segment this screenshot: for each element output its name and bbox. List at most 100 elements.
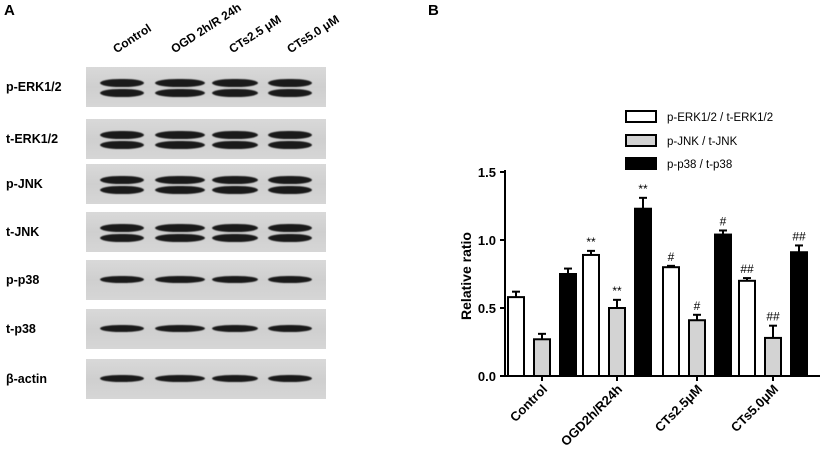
blot-strip xyxy=(86,67,326,107)
x-tick-label: OGD2h/R24h xyxy=(558,381,625,448)
blot-band xyxy=(212,89,258,97)
bar-1 xyxy=(582,253,600,378)
blot-band xyxy=(268,176,312,184)
legend-swatch xyxy=(625,157,657,170)
blot-band xyxy=(100,276,144,283)
blot-row-label: p-JNK xyxy=(6,177,43,191)
bar-3 xyxy=(634,207,652,377)
blot-band xyxy=(268,141,312,149)
blot-band xyxy=(268,224,312,232)
blot-band xyxy=(155,325,205,332)
significance-label: # xyxy=(668,250,675,264)
blot-band xyxy=(155,141,205,149)
legend-label: p-JNK / t-JNK xyxy=(667,136,738,148)
blot-band xyxy=(268,234,312,242)
blot-band xyxy=(268,375,312,382)
blot-row-label: t-ERK1/2 xyxy=(6,132,59,146)
blot-band xyxy=(268,186,312,194)
bar-2 xyxy=(688,319,706,377)
blot-band xyxy=(100,176,144,184)
blot-band xyxy=(212,141,258,149)
blot-band xyxy=(155,276,205,283)
blot-band xyxy=(155,89,205,97)
x-tick-label: CTs5.0μM xyxy=(728,382,781,435)
significance-label: ** xyxy=(612,284,622,298)
significance-label: # xyxy=(694,299,701,313)
blot-strip xyxy=(86,309,326,349)
bar-1 xyxy=(662,266,680,378)
blot-band xyxy=(100,79,144,87)
blot-strip xyxy=(86,260,326,300)
blot-band xyxy=(212,224,258,232)
blot-band xyxy=(212,325,258,332)
blot-band xyxy=(212,186,258,194)
panel-b-label: B xyxy=(428,2,439,19)
blot-row-label: t-JNK xyxy=(6,225,40,239)
blot-band xyxy=(155,234,205,242)
blot-band xyxy=(268,276,312,283)
blot-band xyxy=(268,325,312,332)
blot-band xyxy=(155,176,205,184)
bar-2 xyxy=(764,336,782,378)
blot-band xyxy=(268,79,312,87)
blot-band xyxy=(100,141,144,149)
blot-band xyxy=(100,186,144,194)
blot-band xyxy=(155,186,205,194)
significance-label: ## xyxy=(792,229,806,243)
bar-3 xyxy=(790,251,808,378)
chart-bars: ******######### xyxy=(507,182,808,378)
significance-label: ## xyxy=(740,262,754,276)
bar-2 xyxy=(608,307,626,377)
bar-1 xyxy=(738,279,756,377)
blot-band xyxy=(100,234,144,242)
blot-band xyxy=(100,89,144,97)
legend-label: p-p38 / t-p38 xyxy=(667,159,732,171)
legend-swatch xyxy=(625,110,657,123)
bar-3 xyxy=(714,233,732,377)
blot-strip xyxy=(86,119,326,159)
chart-legend: p-ERK1/2 / t-ERK1/2 p-JNK / t-JNK p-p38 / … xyxy=(625,110,773,171)
blot-band xyxy=(155,79,205,87)
x-tick-label: CTs2.5μM xyxy=(652,382,705,435)
y-tick-label: 1.5 xyxy=(478,165,496,180)
blot-band xyxy=(212,375,258,382)
blot-band xyxy=(155,375,205,382)
bar-1 xyxy=(507,296,525,377)
blot-band xyxy=(100,131,144,139)
blot-band xyxy=(155,131,205,139)
blot-band xyxy=(212,176,258,184)
bar-2 xyxy=(533,338,551,377)
blot-strip xyxy=(86,164,326,204)
blot-band xyxy=(212,276,258,283)
bar-3 xyxy=(559,273,577,377)
blot-band xyxy=(212,131,258,139)
significance-label: ** xyxy=(638,182,648,196)
y-axis-label: Relative ratio xyxy=(458,232,474,320)
blot-band xyxy=(100,224,144,232)
significance-label: # xyxy=(720,214,727,228)
y-tick-label: 1.0 xyxy=(478,233,496,248)
blot-band xyxy=(268,131,312,139)
panel-a-label: A xyxy=(4,2,15,19)
blot-strip xyxy=(86,212,326,252)
significance-label: ** xyxy=(586,235,596,249)
y-tick-label: 0.0 xyxy=(478,369,496,384)
blot-band xyxy=(268,89,312,97)
western-blot-panel: A Control OGD 2h/R 24h CTs2.5 μM CTs5.0 … xyxy=(0,0,370,466)
y-tick-label: 0.5 xyxy=(478,301,496,316)
legend-label: p-ERK1/2 / t-ERK1/2 xyxy=(667,112,773,124)
blot-row-label: p-ERK1/2 xyxy=(6,80,62,94)
blot-band xyxy=(100,325,144,332)
blot-row-label: t-p38 xyxy=(6,322,36,336)
blot-band xyxy=(212,79,258,87)
blot-row-label: p-p38 xyxy=(6,273,40,287)
x-tick-label: Control xyxy=(507,382,550,425)
blot-strip xyxy=(86,359,326,399)
blot-band xyxy=(155,224,205,232)
blot-band xyxy=(100,375,144,382)
legend-swatch xyxy=(625,134,657,147)
blot-band xyxy=(212,234,258,242)
significance-label: ## xyxy=(766,310,780,324)
blot-row-label: β-actin xyxy=(6,372,47,386)
